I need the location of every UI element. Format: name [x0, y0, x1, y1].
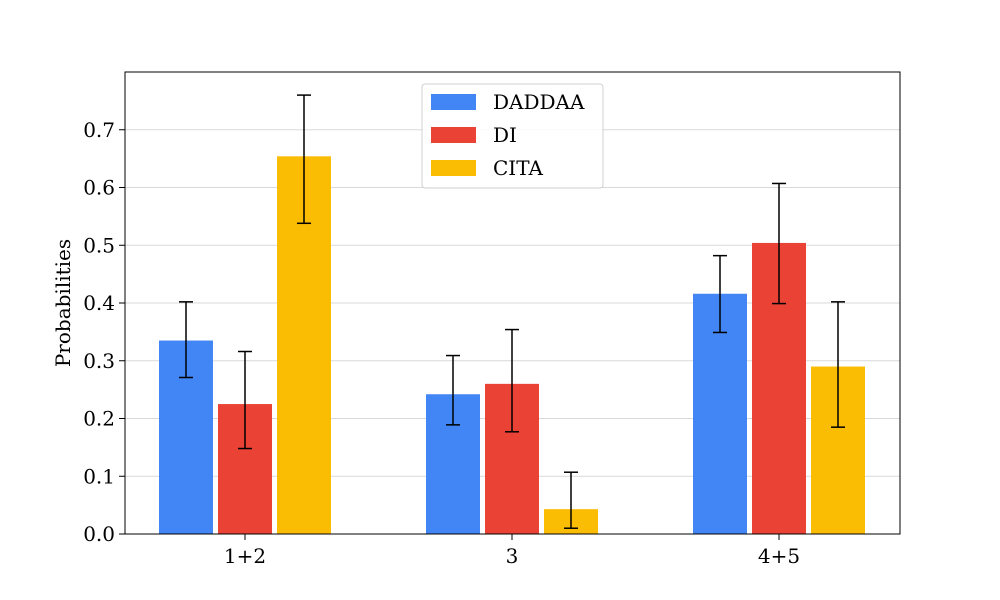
- y-tick-label: 0.3: [83, 349, 115, 373]
- legend-swatch-daddaa: [431, 94, 476, 110]
- error-bars: [179, 94, 845, 529]
- y-tick-label: 0.0: [83, 522, 115, 546]
- y-tick-label: 0.2: [83, 407, 115, 431]
- legend-swatch-cita: [431, 160, 476, 176]
- y-tick-label: 0.5: [83, 233, 115, 257]
- y-tick-label: 0.7: [83, 118, 115, 142]
- x-tick-label: 4+5: [758, 544, 800, 568]
- y-axis-ticks: 0.0 0.1 0.2 0.3 0.4 0.5 0.6 0.7: [83, 118, 125, 546]
- legend-label-daddaa: DADDAA: [493, 90, 585, 114]
- legend-label-cita: CITA: [493, 156, 543, 180]
- x-tick-label: 1+2: [224, 544, 266, 568]
- y-tick-label: 0.1: [83, 464, 115, 488]
- bar-daddaa-4+5: [693, 293, 747, 534]
- x-tick-label: 3: [506, 544, 519, 568]
- y-tick-label: 0.4: [83, 291, 115, 315]
- y-axis-label: Probabilities: [51, 239, 75, 367]
- legend-label-di: DI: [493, 123, 517, 147]
- x-axis-ticks: 1+2 3 4+5: [224, 534, 800, 568]
- legend: DADDAA DI CITA: [421, 83, 604, 189]
- legend-swatch-di: [431, 127, 476, 143]
- y-tick-label: 0.6: [83, 176, 115, 200]
